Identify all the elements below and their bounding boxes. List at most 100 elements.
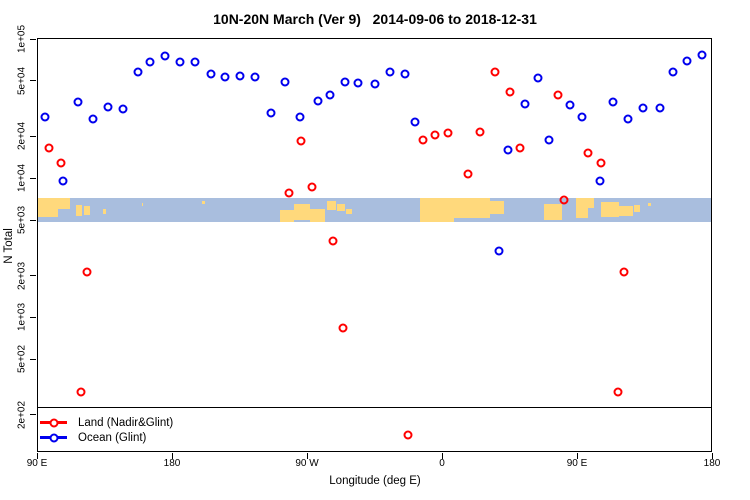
data-point-ocean bbox=[103, 102, 112, 112]
data-point-land bbox=[338, 323, 348, 333]
data-point-ocean bbox=[133, 67, 142, 77]
x-tick bbox=[36, 453, 38, 459]
data-point-ocean bbox=[266, 108, 276, 118]
data-point-land bbox=[505, 87, 514, 97]
map-land-patch bbox=[310, 208, 325, 222]
legend-item-land: Land (Nadir&Glint) bbox=[40, 415, 173, 430]
data-point-ocean bbox=[206, 69, 216, 79]
x-tick-label: 90 E bbox=[26, 458, 48, 469]
data-point-ocean bbox=[697, 50, 706, 60]
y-tick bbox=[30, 38, 36, 40]
data-point-ocean bbox=[623, 114, 633, 124]
data-point-land bbox=[490, 67, 499, 77]
data-point-ocean bbox=[410, 117, 420, 127]
map-land-patch bbox=[83, 206, 90, 215]
plot-area: Land (Nadir&Glint) Ocean (Glint) 90 E 180… bbox=[17, 25, 721, 469]
x-tick-label: 90 W bbox=[295, 458, 319, 469]
data-point-land bbox=[596, 158, 606, 168]
legend-marker-ocean-icon bbox=[40, 433, 67, 442]
data-point-ocean bbox=[385, 67, 394, 77]
x-tick bbox=[576, 453, 578, 459]
data-point-land bbox=[307, 182, 316, 192]
data-point-ocean bbox=[145, 57, 154, 67]
x-tick-label: 180 bbox=[703, 458, 721, 469]
data-point-ocean bbox=[313, 96, 322, 106]
y-tick bbox=[30, 177, 36, 179]
data-point-ocean bbox=[577, 112, 586, 122]
data-point-ocean bbox=[235, 71, 244, 81]
map-land-patch bbox=[37, 198, 58, 218]
data-point-ocean bbox=[668, 67, 678, 77]
map-land-patch bbox=[280, 210, 294, 222]
data-point-ocean bbox=[494, 246, 504, 256]
map-band bbox=[37, 198, 712, 222]
data-point-ocean bbox=[220, 72, 229, 82]
map-land-patch bbox=[346, 208, 352, 214]
data-point-land bbox=[44, 143, 54, 153]
data-point-ocean bbox=[73, 97, 82, 107]
data-point-ocean bbox=[280, 77, 289, 87]
data-point-land bbox=[619, 267, 628, 277]
y-tick-label: 5e+04 bbox=[16, 66, 28, 96]
data-point-ocean bbox=[58, 176, 67, 186]
y-tick bbox=[30, 275, 36, 277]
y-tick bbox=[30, 135, 36, 137]
x-tick bbox=[171, 453, 173, 459]
data-point-ocean bbox=[340, 77, 349, 87]
y-tick bbox=[30, 414, 36, 416]
data-point-ocean bbox=[595, 176, 604, 186]
map-land-patch bbox=[634, 205, 640, 213]
data-point-land bbox=[463, 169, 472, 179]
data-point-ocean bbox=[503, 145, 513, 155]
data-point-ocean bbox=[250, 72, 259, 82]
data-point-ocean bbox=[608, 97, 618, 107]
data-point-land bbox=[515, 143, 525, 153]
x-tick bbox=[441, 453, 443, 459]
y-tick bbox=[30, 316, 36, 318]
data-point-land bbox=[475, 127, 484, 137]
y-tick-label: 5e+03 bbox=[16, 206, 28, 235]
y-tick-label: 1e+05 bbox=[16, 25, 28, 54]
data-point-land bbox=[76, 387, 85, 397]
y-axis-label: N Total bbox=[3, 228, 15, 264]
data-point-land bbox=[56, 158, 66, 168]
x-axis-label: Longitude (deg E) bbox=[329, 475, 421, 487]
data-point-land bbox=[553, 90, 562, 100]
data-point-ocean bbox=[88, 114, 97, 124]
map-land-patch bbox=[587, 198, 594, 208]
data-point-ocean bbox=[295, 112, 304, 122]
y-tick bbox=[30, 219, 36, 221]
legend-item-ocean: Ocean (Glint) bbox=[40, 430, 173, 445]
map-land-patch bbox=[619, 206, 633, 217]
y-tick-label: 2e+02 bbox=[16, 400, 28, 429]
data-point-ocean bbox=[118, 104, 127, 114]
x-tick bbox=[711, 453, 713, 459]
map-land-patch bbox=[419, 198, 454, 222]
map-land-patch bbox=[647, 202, 651, 207]
threshold-line bbox=[37, 407, 712, 409]
data-point-ocean bbox=[400, 69, 409, 79]
data-point-ocean bbox=[40, 112, 49, 122]
data-point-land bbox=[559, 195, 568, 205]
data-point-ocean bbox=[190, 57, 199, 67]
x-tick-label: 90 E bbox=[566, 458, 588, 469]
map-land-patch bbox=[575, 198, 588, 219]
map-land-patch bbox=[544, 204, 562, 220]
map-land-patch bbox=[490, 200, 504, 214]
data-point-land bbox=[613, 387, 622, 397]
data-point-ocean bbox=[544, 135, 553, 145]
legend-label-ocean: Ocean (Glint) bbox=[78, 431, 147, 444]
y-tick-label: 1e+03 bbox=[16, 303, 28, 332]
data-point-land bbox=[430, 130, 439, 140]
y-tick-label: 1e+04 bbox=[16, 164, 28, 193]
data-point-ocean bbox=[655, 103, 664, 113]
data-point-land bbox=[583, 148, 592, 158]
y-tick-label: 2e+04 bbox=[16, 122, 28, 151]
data-point-land bbox=[418, 135, 427, 145]
map-land-patch bbox=[76, 205, 82, 217]
map-land-patch bbox=[454, 198, 490, 219]
map-land-patch bbox=[142, 202, 144, 207]
x-tick-label: 180 bbox=[163, 458, 181, 469]
map-land-patch bbox=[293, 204, 310, 220]
